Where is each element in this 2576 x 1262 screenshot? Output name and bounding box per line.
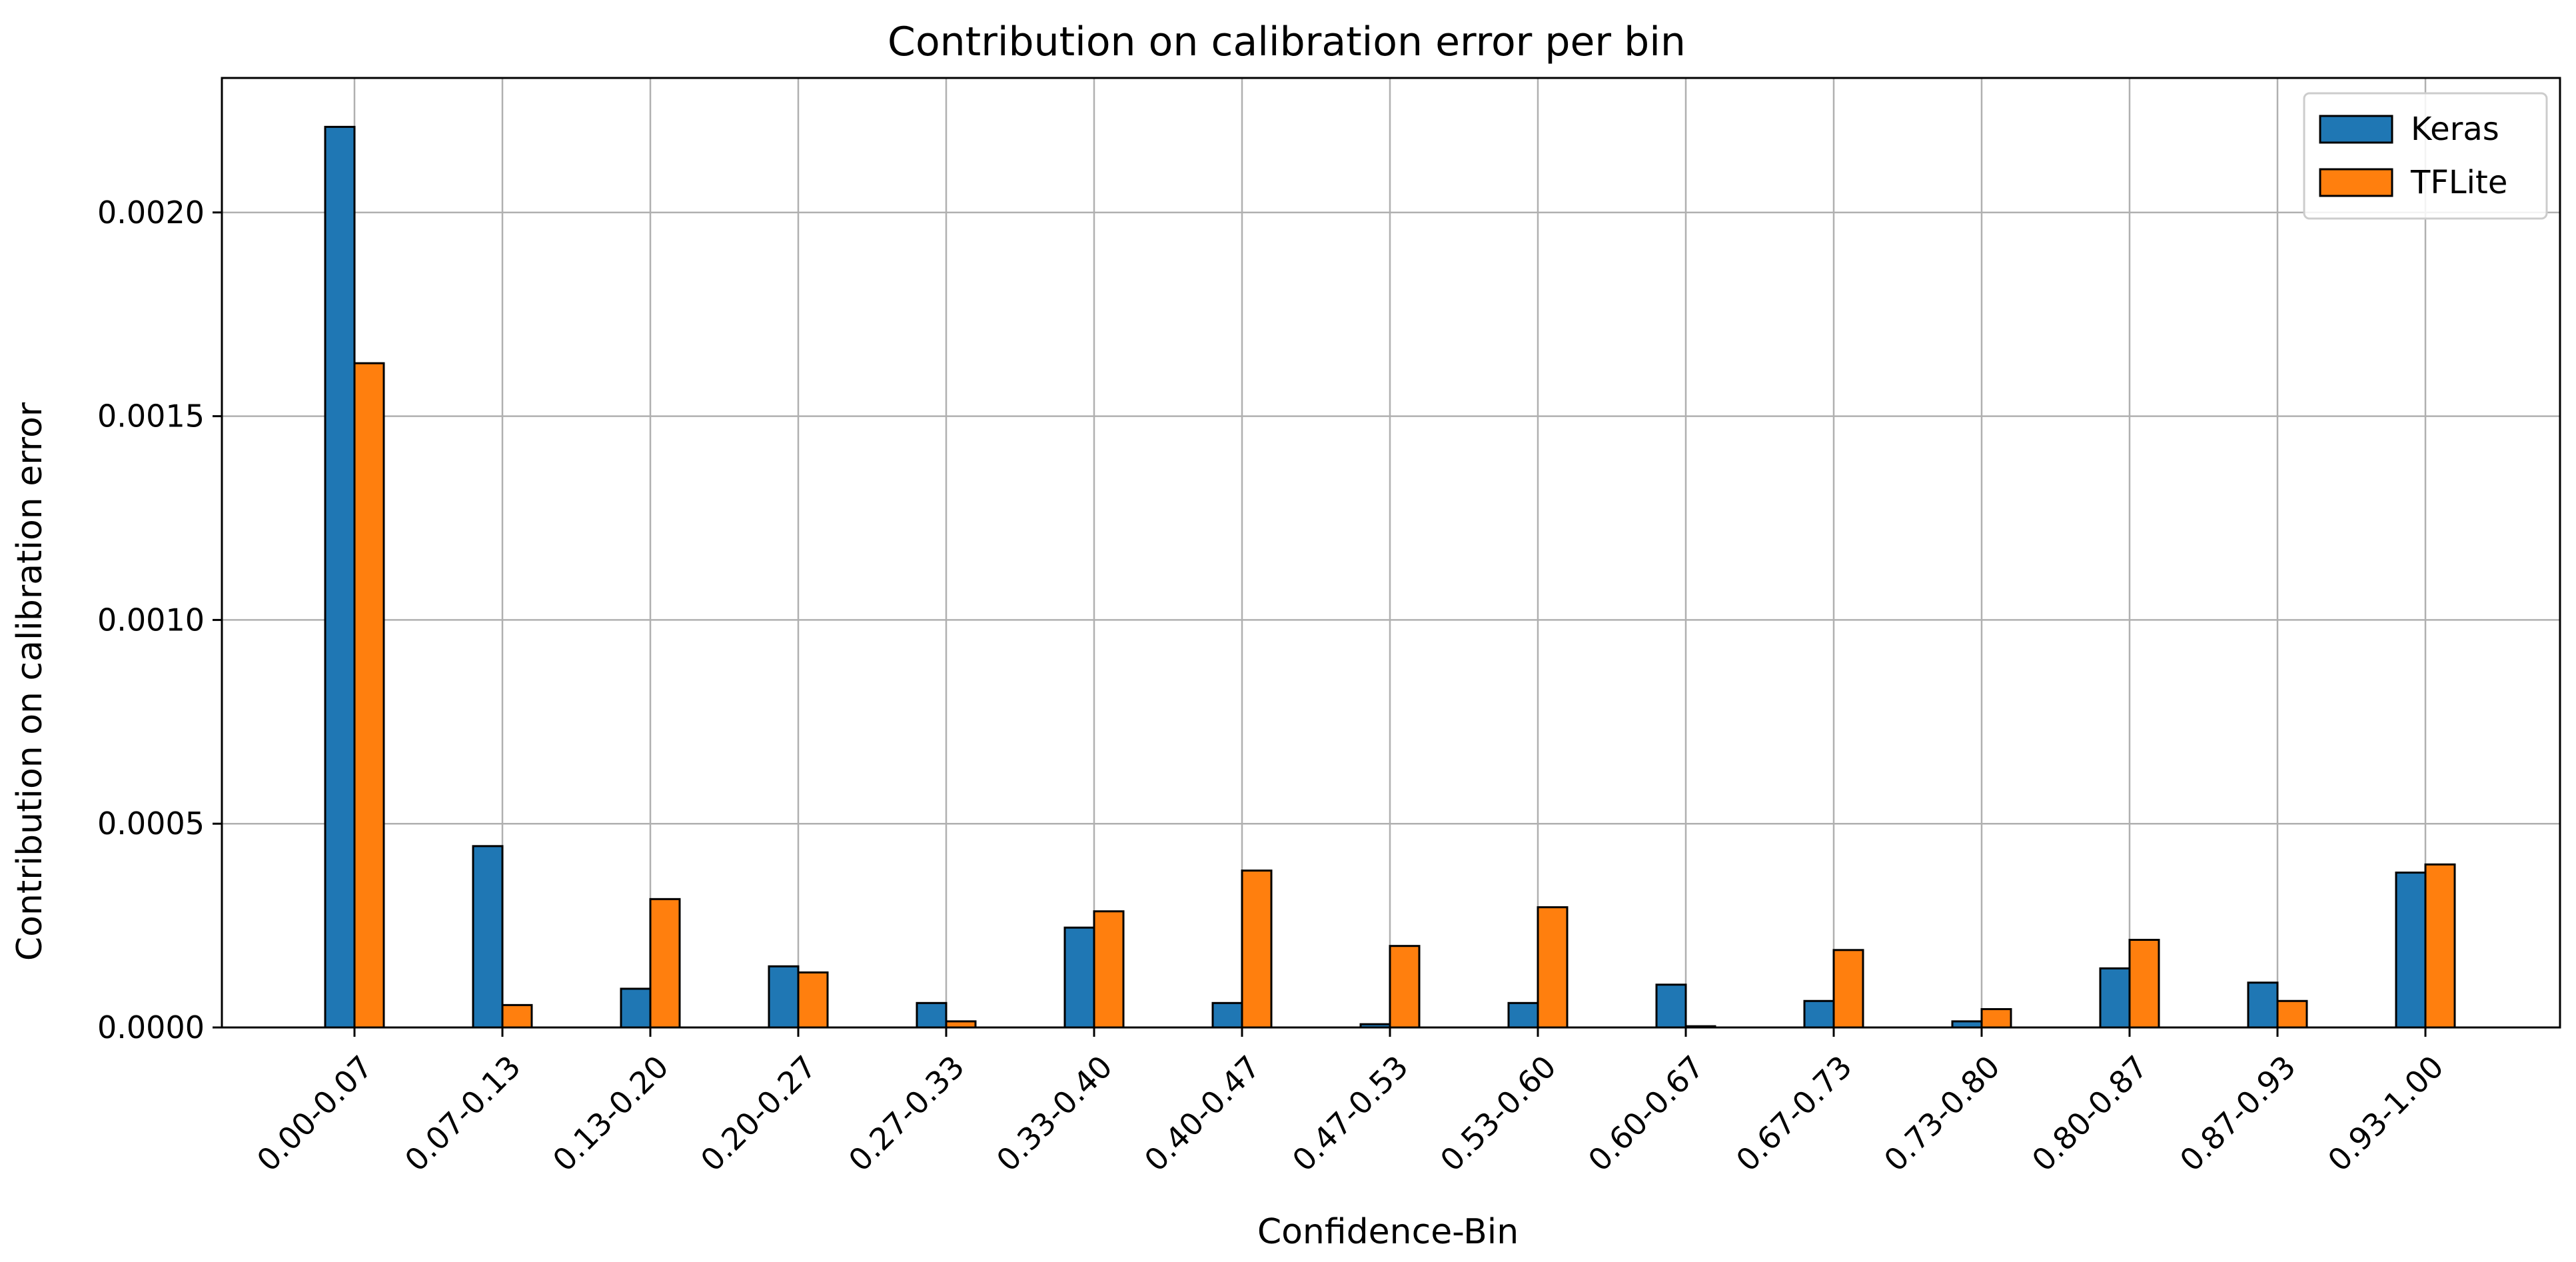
y-tick-label: 0.0015 [97, 398, 205, 434]
bar-tflite [1980, 1007, 2012, 1029]
bar-keras [2099, 967, 2131, 1029]
y-tick-label: 0.0005 [97, 806, 205, 842]
bar-keras [768, 965, 800, 1029]
bar-keras [472, 845, 504, 1029]
bar-tflite [501, 1003, 533, 1029]
bar-keras [1063, 926, 1095, 1029]
bar-keras [1655, 983, 1687, 1029]
legend-swatch-keras [2319, 115, 2393, 144]
bar-tflite [1537, 906, 1569, 1029]
bar-tflite [2276, 999, 2308, 1029]
bar-keras [2247, 981, 2279, 1029]
bar-keras [916, 1001, 948, 1029]
bar-keras [2395, 872, 2427, 1029]
x-axis-label: Confidence-Bin [1257, 1212, 1519, 1252]
legend-swatch-tflite [2319, 168, 2393, 197]
legend-label-keras: Keras [2411, 111, 2499, 148]
y-axis: 0.0000 0.0005 0.0010 0.0015 0.0020 [97, 195, 222, 1045]
bar-tflite [353, 362, 385, 1029]
legend: Keras TFLite [2303, 92, 2548, 220]
bar-tflite [1093, 910, 1125, 1029]
bar-keras [324, 125, 356, 1029]
y-tick-label: 0.0020 [97, 195, 205, 231]
bar-keras [1211, 1001, 1243, 1029]
bar-tflite [797, 971, 829, 1029]
bar-tflite [1832, 949, 1864, 1029]
y-axis-label: Contribution on calibration error [10, 402, 50, 961]
legend-label-tflite: TFLite [2410, 164, 2507, 201]
chart-title: Contribution on calibration error per bi… [888, 19, 1686, 65]
y-tick-label: 0.0010 [97, 602, 205, 638]
bar-tflite [649, 898, 681, 1029]
bar-keras [1507, 1001, 1539, 1029]
bar-tflite [1389, 945, 1421, 1029]
y-tick-label: 0.0000 [97, 1009, 205, 1045]
bar-tflite [2128, 939, 2160, 1029]
bar-keras [1803, 999, 1835, 1029]
bar-tflite [1241, 870, 1273, 1029]
bars [324, 125, 2456, 1029]
bar-tflite [2424, 863, 2456, 1029]
bar-keras [620, 987, 652, 1029]
